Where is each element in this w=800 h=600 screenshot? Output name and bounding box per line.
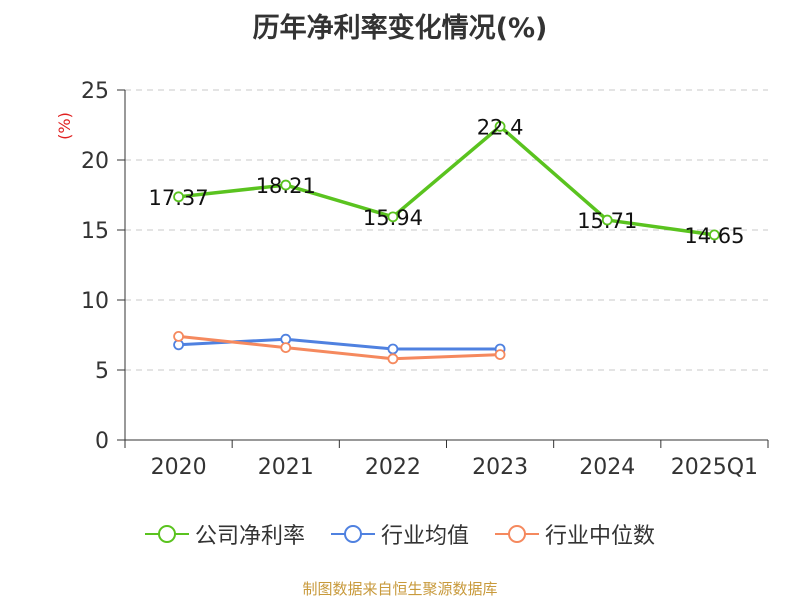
data-label: 14.65 [684,224,744,248]
legend-item[interactable]: 行业均值 [330,518,469,550]
x-tick-label: 2023 [472,455,528,480]
x-tick-label: 2025Q1 [671,455,758,480]
chart-title: 历年净利率变化情况(%) [252,13,548,44]
data-point [494,349,506,361]
legend-marker-circle [508,525,526,543]
x-tick-label: 2021 [258,455,314,480]
data-point [280,179,292,191]
legend-item[interactable]: 行业中位数 [495,518,655,550]
data-point [601,214,613,226]
legend-marker-circle [343,525,362,543]
data-point [173,191,184,203]
data-label: 15.71 [577,209,637,233]
series-line [178,124,715,237]
y-tick-label: 5 [95,359,109,384]
legend-label: 行业中位数 [545,524,656,549]
legend-item[interactable]: 公司净利率 [144,518,305,550]
data-label: 15.94 [363,206,423,230]
legend-marker [330,525,375,543]
legend-marker [144,525,189,543]
x-tick-label: 2024 [579,455,635,480]
y-tick-label: 0 [95,429,109,454]
y-tick-label: 10 [81,289,109,314]
data-label: 18.21 [256,174,316,198]
chart-legend: 公司净利率 行业均值 行业中位数 [0,518,800,550]
source-note: 制图数据来自恒生聚源数据库 [302,580,498,598]
x-tick-label: 2020 [151,455,207,480]
legend-label: 行业均值 [380,524,469,549]
y-tick-label: 15 [81,219,109,244]
data-point [387,343,399,355]
x-tick-label: 2022 [365,455,421,480]
y-tick-label: 20 [81,149,109,174]
legend-marker [495,525,539,543]
data-point [494,121,506,132]
data-point [387,353,399,365]
legend-marker-circle [157,525,176,543]
data-point [280,342,292,354]
legend-label: 公司净利率 [194,524,305,549]
data-label: 17.37 [149,186,209,210]
series-line [178,334,501,361]
data-point [387,211,399,223]
data-label: 22.4 [477,115,524,139]
y-axis-label: (%) [55,112,74,140]
data-point [173,330,184,342]
data-point [709,229,720,241]
y-tick-label: 25 [81,79,109,104]
